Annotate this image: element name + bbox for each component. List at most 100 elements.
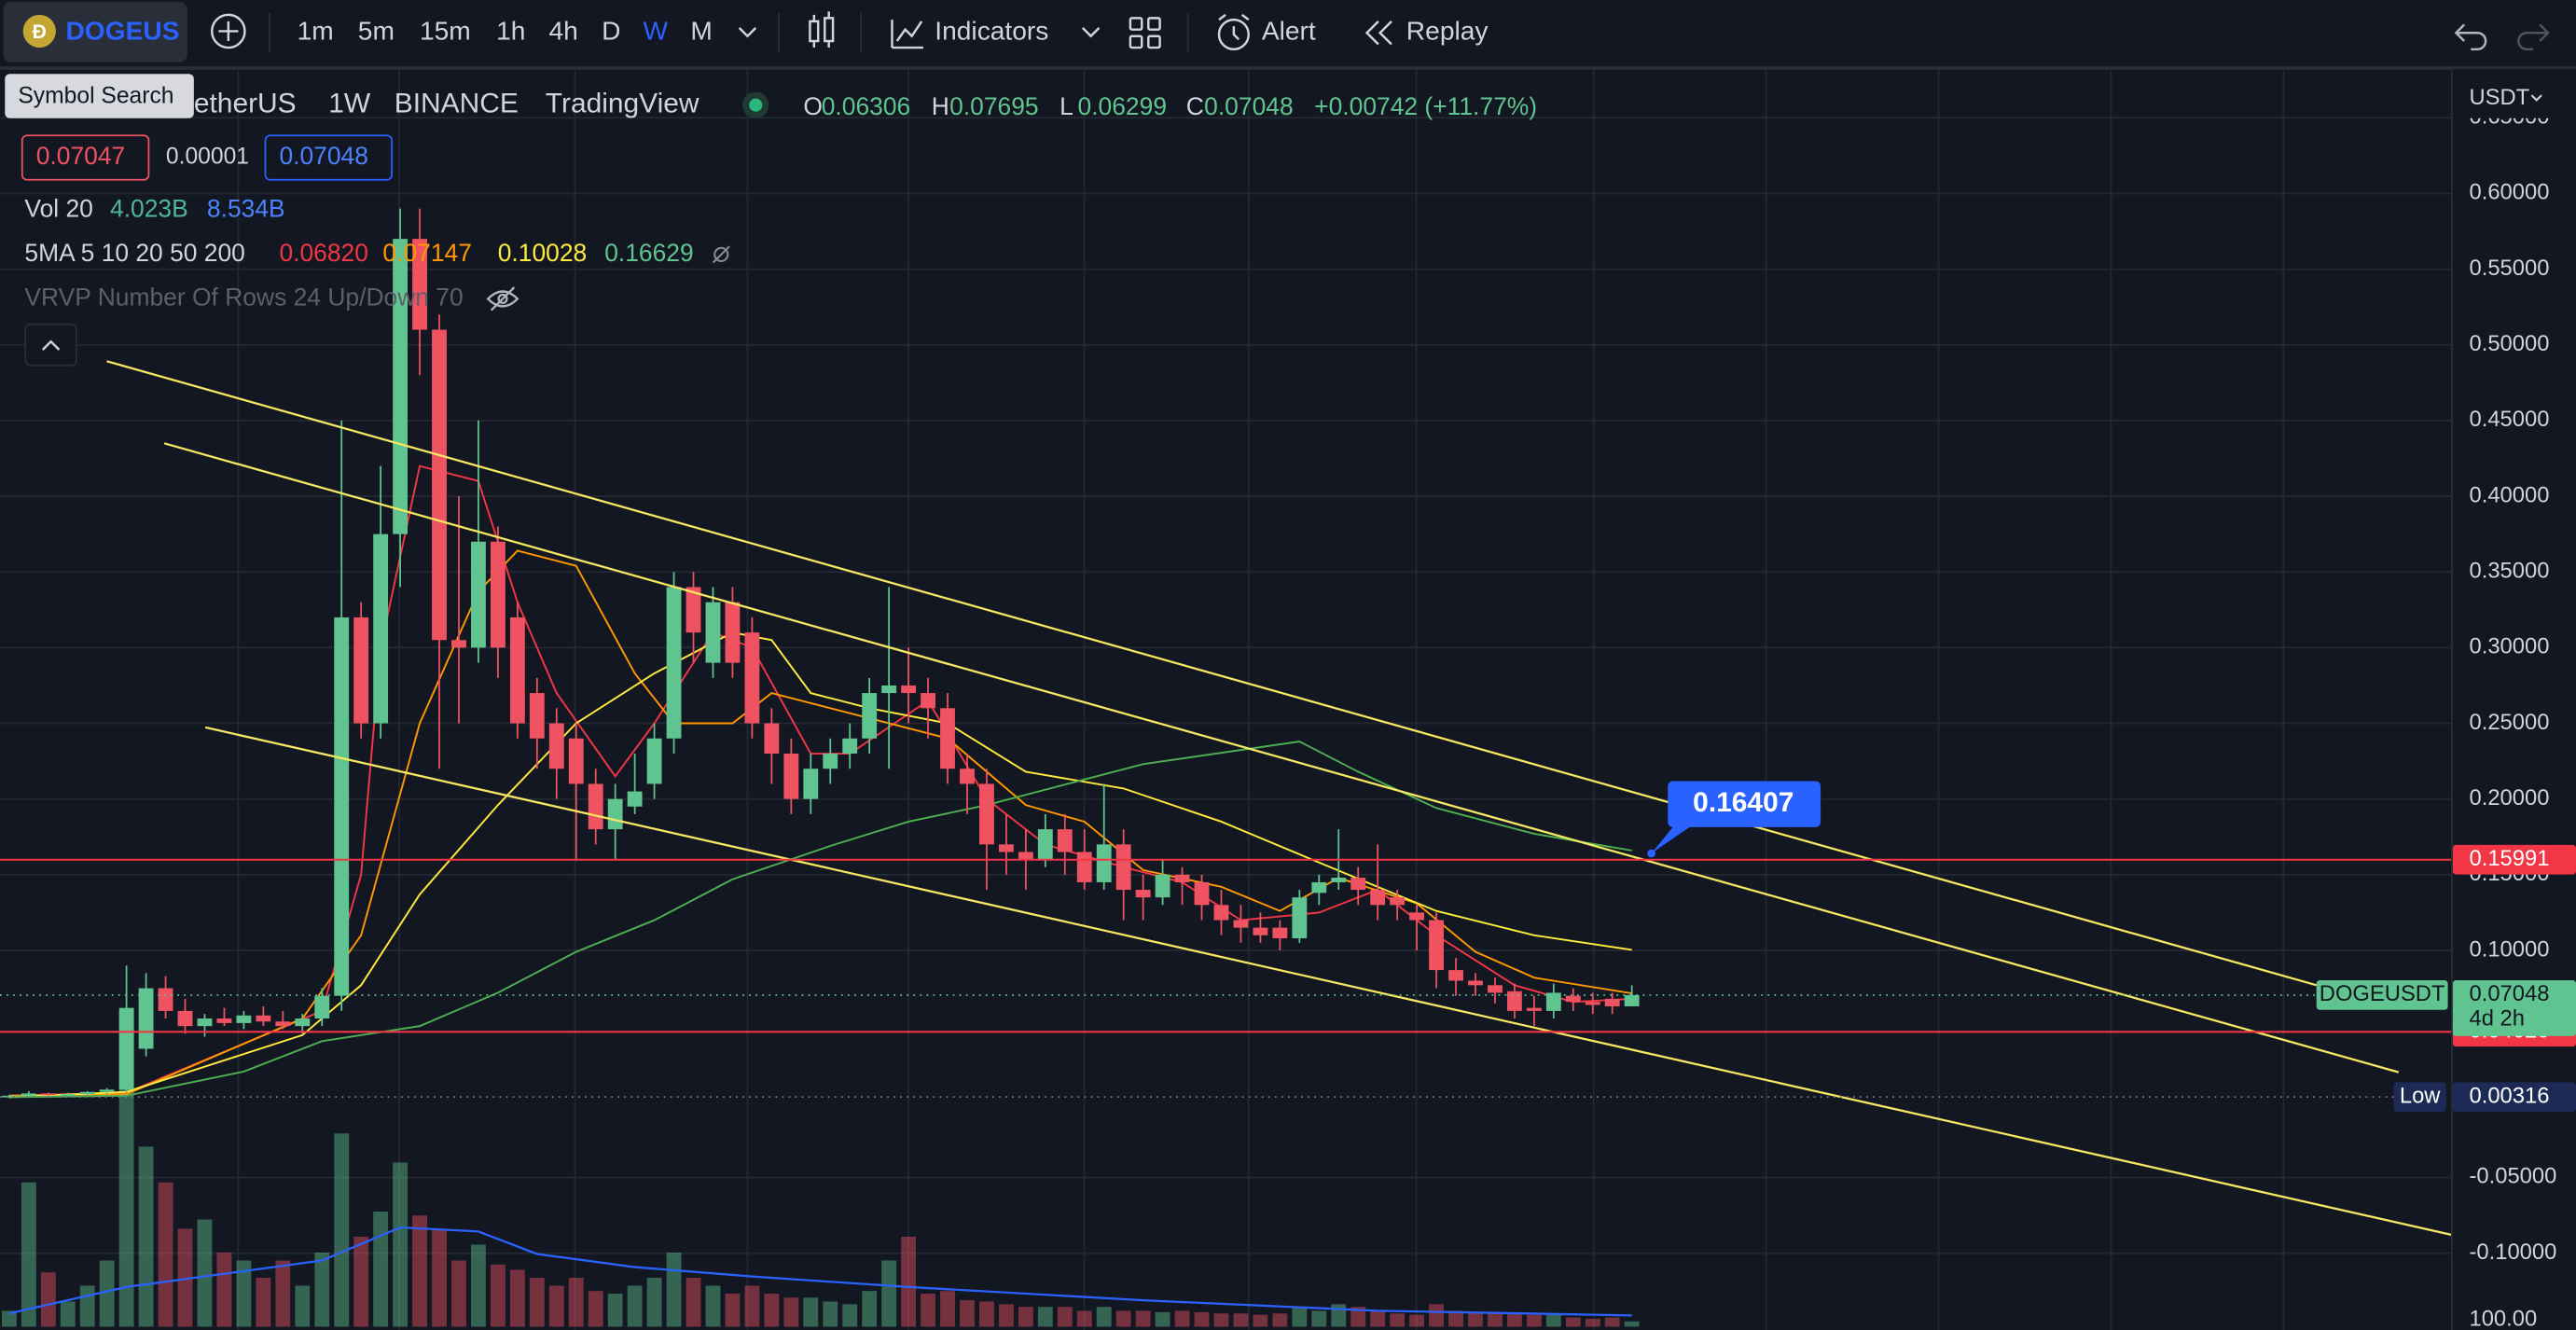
volume-bar	[451, 1260, 466, 1327]
candle-body	[118, 1007, 134, 1090]
interval-button[interactable]: 1h	[496, 16, 525, 46]
candle-body	[725, 602, 741, 663]
symbol[interactable]: DOGEUS	[65, 16, 179, 46]
ma-settings-icon[interactable]	[712, 245, 730, 264]
buy-button[interactable]	[264, 134, 393, 181]
candle-body	[1233, 920, 1249, 928]
currency[interactable]: USDT	[2470, 85, 2530, 110]
ohlc-value: 0.07695	[949, 92, 1038, 120]
vol-value: 4.023B	[110, 194, 188, 222]
layout-button[interactable]	[1129, 17, 1161, 49]
candle-body	[79, 1091, 95, 1095]
plot	[1, 208, 1640, 1327]
volume-bar	[197, 1219, 213, 1327]
candle-body	[1585, 1002, 1600, 1005]
candle-body	[705, 602, 721, 663]
y-tick-label: 0.50000	[2470, 331, 2550, 356]
tooltip	[5, 74, 194, 118]
volume-bar	[314, 1252, 330, 1327]
coin-glyph: Ð	[33, 21, 47, 43]
candle-body	[1370, 890, 1386, 906]
alert-button[interactable]: Alert	[1262, 16, 1316, 46]
volume-bar	[1076, 1310, 1092, 1327]
countdown-label: 4d 2h	[2470, 1006, 2526, 1032]
candle-body	[1057, 829, 1073, 852]
y-tick-label: 0.10000	[2470, 936, 2550, 962]
compare-button[interactable]	[210, 13, 246, 49]
candle-body	[1526, 1007, 1542, 1011]
volume-bar	[1545, 1313, 1561, 1327]
symbol-tag-label: DOGEUSDT	[2320, 981, 2445, 1006]
symbol-button[interactable]	[3, 1, 187, 62]
candle-body	[529, 693, 545, 739]
candle-body	[177, 1010, 193, 1027]
interval-dropdown[interactable]	[738, 27, 757, 38]
sell-button[interactable]	[21, 134, 150, 181]
y-tick-label: 0.40000	[2470, 482, 2550, 507]
spread: 0.00001	[166, 145, 249, 170]
volume-bar	[1253, 1314, 1268, 1327]
volume-bar	[99, 1260, 115, 1327]
undo-button[interactable]	[2454, 23, 2487, 51]
volume-bar	[60, 1301, 76, 1327]
volume-bar	[627, 1285, 643, 1327]
bid[interactable]: 0.07047	[36, 142, 125, 170]
ohlc-value: 0.07048	[1204, 92, 1293, 120]
candle-body	[1, 1095, 17, 1098]
toolbar	[0, 0, 2576, 68]
candle-body	[548, 723, 564, 769]
interval-button[interactable]: 1m	[298, 16, 334, 46]
replay-button[interactable]: Replay	[1406, 16, 1489, 46]
candle-body	[158, 988, 173, 1011]
currency-bg	[2452, 74, 2576, 118]
candle-body	[236, 1015, 252, 1023]
candle-body	[842, 738, 858, 754]
callout-label: 0.16407	[1693, 787, 1794, 818]
vol-ma-value: 8.534B	[207, 194, 285, 222]
volume-bar	[1057, 1307, 1073, 1327]
candle-body	[1488, 985, 1503, 993]
interval-button[interactable]: D	[602, 16, 620, 46]
candle-body	[1311, 881, 1327, 894]
volume-bar	[823, 1301, 838, 1327]
ask[interactable]: 0.07048	[279, 142, 367, 170]
overlay: 0.16407	[0, 781, 2452, 1099]
volume-bar	[998, 1304, 1014, 1327]
chart-type-button[interactable]	[809, 11, 835, 48]
ma-line	[8, 741, 1632, 1099]
interval-button[interactable]: 5m	[358, 16, 395, 46]
trend-line	[106, 360, 2317, 987]
volume-bar	[862, 1291, 878, 1327]
vrvp-hidden-icon[interactable]	[486, 286, 519, 312]
low-tag	[2393, 1082, 2446, 1113]
trend-line	[163, 442, 2400, 1074]
candle-body	[1565, 995, 1581, 1003]
indicators-dropdown[interactable]	[1081, 27, 1101, 38]
ohlc-key: H	[932, 92, 949, 120]
current-price-label: 0.07048	[2470, 981, 2550, 1006]
candle-body	[686, 587, 701, 633]
legend-symbol[interactable]: etherUS	[194, 89, 297, 119]
ohlc: O0.06306 H 0.07695 L 0.06299 C 0.07048	[803, 92, 1293, 120]
candle-body	[823, 753, 838, 769]
redo-button[interactable]	[2517, 23, 2550, 51]
volume-bar	[607, 1293, 623, 1327]
candle-body	[1018, 852, 1033, 860]
interval-button[interactable]: 15m	[420, 16, 471, 46]
candle-body	[295, 1018, 311, 1027]
indicators-button[interactable]: Indicators	[935, 16, 1048, 46]
collapse-button[interactable]	[24, 323, 77, 367]
interval-button[interactable]: M	[690, 16, 712, 46]
ma-value: 0.06820	[279, 239, 367, 267]
candle-body	[1468, 980, 1483, 986]
interval-button[interactable]: W	[644, 16, 669, 46]
volume-bar	[881, 1260, 897, 1327]
candle-body	[216, 1018, 232, 1023]
low-value-label: 0.00316	[2470, 1083, 2550, 1108]
volume-bar	[568, 1277, 584, 1327]
candle-body	[1545, 992, 1561, 1011]
interval-button[interactable]: 4h	[549, 16, 578, 46]
currency-dropdown[interactable]	[2530, 94, 2542, 102]
